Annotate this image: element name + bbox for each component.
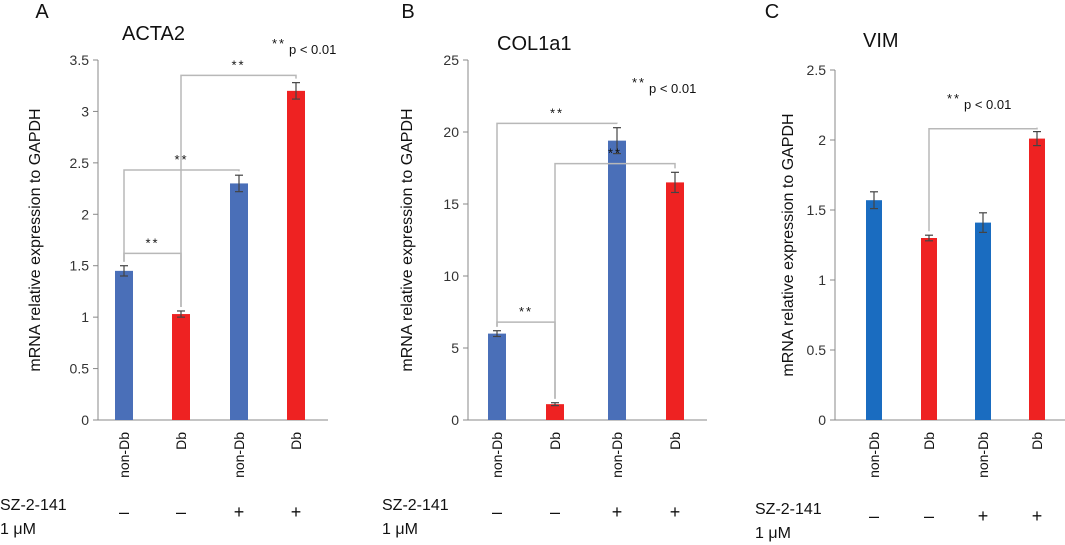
- panel-b-treatment-sign: +: [612, 502, 623, 522]
- panel-b-category-label: Db: [667, 432, 683, 450]
- panel-b-bar: [488, 333, 506, 420]
- panel-c-bar: [975, 222, 991, 420]
- panel-a-pnote-stars: **: [272, 36, 286, 51]
- panel-b-ytick-label: 25: [443, 52, 459, 68]
- panel-b-category-label: non-Db: [609, 432, 625, 478]
- panel-a-treatment-sign: –: [119, 502, 129, 522]
- panel-a-bar: [172, 314, 190, 420]
- panel-c-bar: [1029, 138, 1045, 420]
- panel-b-significance-bracket: [496, 122, 618, 327]
- panel-a-pnote: p < 0.01: [289, 42, 336, 57]
- panel-c-title: VIM: [863, 30, 899, 52]
- panel-b-ytick-label: 15: [443, 196, 459, 212]
- panel-a-category-label: non-Db: [116, 432, 132, 478]
- panel-b-ytick-label: 5: [451, 340, 459, 356]
- panel-a-ytick-label: 3.5: [70, 52, 90, 68]
- panel-c-category-label: non-Db: [975, 432, 991, 478]
- panel-a-significance-stars: **: [145, 235, 159, 250]
- panel-a-ytick-label: 2: [81, 206, 89, 222]
- panel-a-category-label: Db: [288, 432, 304, 450]
- panel-c-ytick-label: 0.5: [807, 342, 827, 358]
- panel-a-treatment-label: SZ-2-141: [0, 497, 67, 514]
- panel-c-pnote-stars: **: [947, 91, 961, 106]
- panel-b-treatment-label: SZ-2-141: [382, 497, 449, 514]
- panel-c-ytick-label: 1.5: [807, 202, 827, 218]
- panel-a-ytick-label: 3: [81, 103, 89, 119]
- panel-b-bar: [546, 404, 564, 420]
- panel-c-ytick-label: 0: [818, 412, 826, 428]
- panel-b-treatment-sign: +: [670, 502, 681, 522]
- panel-b-pnote-stars: **: [632, 75, 646, 90]
- panel-a-treatment-sign: –: [176, 502, 186, 522]
- panel-a-ylabel: mRNA relative expression to GAPDH: [27, 108, 44, 371]
- panel-a-treatment-sign: +: [234, 502, 245, 522]
- panel-b-category-label: non-Db: [489, 432, 505, 478]
- panel-c-treatment-label: SZ-2-141: [755, 501, 822, 518]
- panel-b-ytick-label: 0: [451, 412, 459, 428]
- panel-b-letter: B: [401, 1, 414, 23]
- panel-c-pnote: p < 0.01: [964, 97, 1011, 112]
- panel-c-treatment-sign: –: [924, 506, 934, 526]
- panel-a-ytick-label: 1.5: [70, 258, 90, 274]
- panel-b-title: COL1a1: [497, 33, 572, 55]
- panel-b-pnote: p < 0.01: [649, 81, 696, 96]
- panel-c-ytick-label: 2.5: [807, 62, 827, 78]
- panel-a-treatment-dose: 1 μM: [0, 521, 36, 538]
- panel-c-bar: [921, 238, 937, 420]
- panel-b-category-label: Db: [547, 432, 563, 450]
- panel-c-treatment-sign: +: [978, 506, 989, 526]
- panel-a-ytick-label: 1: [81, 309, 89, 325]
- panel-c-significance-bracket: [928, 127, 1038, 232]
- panel-a-treatment-sign: +: [291, 502, 302, 522]
- panel-b-treatment-dose: 1 μM: [382, 521, 418, 538]
- panel-c-letter: C: [765, 1, 779, 23]
- panel-b-significance-stars: **: [519, 304, 533, 319]
- panel-a-bar: [287, 90, 305, 420]
- panel-c-ylabel: mRNA relative expression to GAPDH: [780, 113, 797, 376]
- panel-b-significance-stars: **: [550, 105, 564, 120]
- panel-b-treatment-sign: –: [550, 502, 560, 522]
- panel-c-category-label: Db: [1029, 432, 1045, 450]
- panel-b-significance-bracket: [554, 162, 676, 399]
- panel-c-ytick-label: 1: [818, 272, 826, 288]
- panel-b-treatment-sign: –: [492, 502, 502, 522]
- panel-b-ylabel: mRNA relative expression to GAPDH: [399, 108, 416, 371]
- panel-b-ytick-label: 10: [443, 268, 459, 284]
- panel-a-significance-bracket: [180, 74, 297, 307]
- panel-a-letter: A: [35, 1, 49, 23]
- panel-a-bar: [115, 270, 133, 420]
- panel-c-category-label: non-Db: [866, 432, 882, 478]
- panel-b-ytick-label: 20: [443, 124, 459, 140]
- panel-c-treatment-sign: –: [869, 506, 879, 526]
- panel-c-category-label: Db: [921, 432, 937, 450]
- panel-a-title: ACTA2: [122, 23, 185, 45]
- panel-a-significance-stars: **: [231, 57, 245, 72]
- panel-b-bar: [608, 140, 626, 420]
- panel-b-significance-stars: **: [608, 146, 622, 161]
- panel-a-ytick-label: 0: [81, 412, 89, 428]
- panel-c-bar: [866, 200, 882, 420]
- panel-b-bar: [666, 182, 684, 420]
- panel-a-ytick-label: 2.5: [70, 155, 90, 171]
- panel-a-category-label: Db: [173, 432, 189, 450]
- panel-a-bar: [230, 183, 248, 420]
- panel-a-ytick-label: 0.5: [70, 361, 90, 377]
- panel-a-category-label: non-Db: [231, 432, 247, 478]
- panel-c-ytick-label: 2: [818, 132, 826, 148]
- panel-c-treatment-dose: 1 μM: [755, 525, 791, 542]
- panel-c-treatment-sign: +: [1032, 506, 1043, 526]
